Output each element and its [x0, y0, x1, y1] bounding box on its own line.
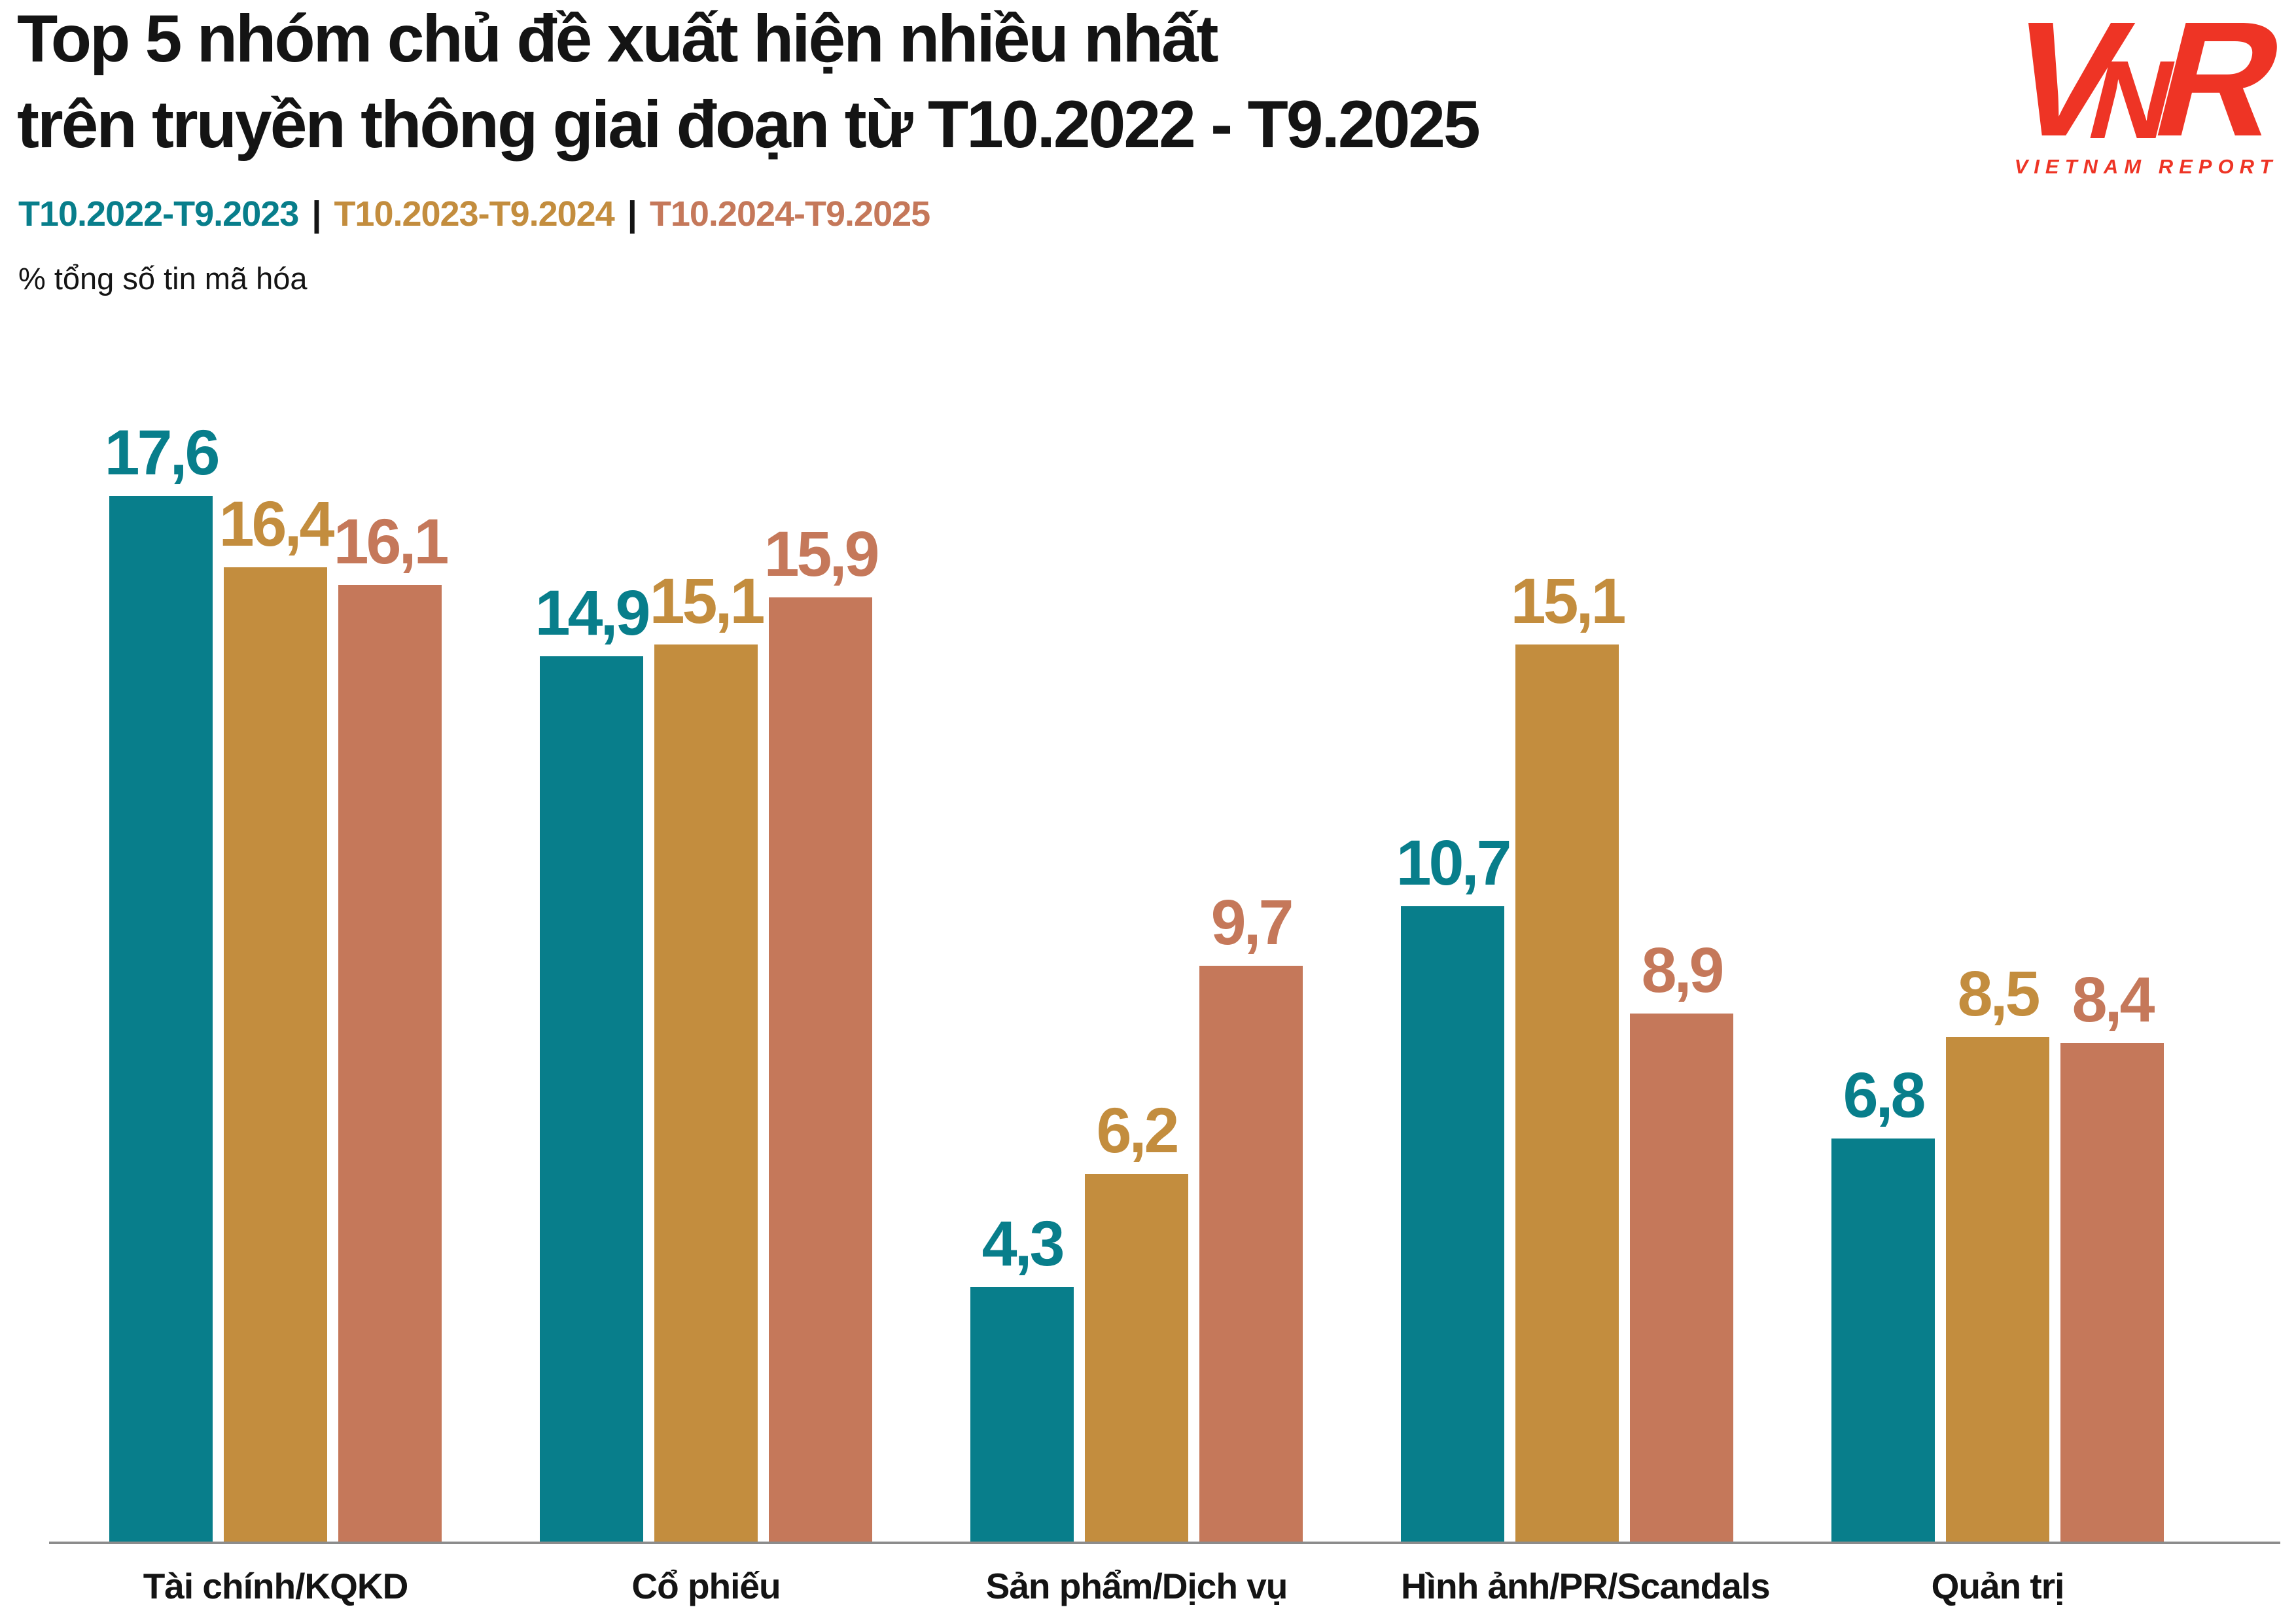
- bar: [1401, 906, 1504, 1543]
- bar: [1515, 644, 1619, 1543]
- bar: [1199, 966, 1303, 1543]
- category-label: Quản trị: [1931, 1566, 2065, 1606]
- bar-value-label: 15,1: [1510, 565, 1627, 637]
- bar-group: 10,7 15,1 8,9: [1396, 569, 1733, 1543]
- bar-value-label: 4,3: [981, 1208, 1065, 1279]
- bar-value-label: 15,9: [764, 518, 880, 590]
- x-axis-category-labels: Tài chính/KQKD Cổ phiếu Sản phẩm/Dịch vụ Hì…: [0, 1565, 2296, 1607]
- bar-with-label: 17,6: [105, 421, 220, 1543]
- category-label: Cổ phiếu: [631, 1566, 781, 1606]
- bar-with-label: 16,4: [219, 492, 334, 1543]
- category-label: Hình ảnh/PR/Scandals: [1401, 1566, 1771, 1606]
- bar: [769, 597, 872, 1543]
- bar-with-label: 9,7: [1199, 891, 1303, 1543]
- bar-value-label: 9,7: [1210, 887, 1294, 958]
- legend-item-period-3: T10.2024-T9.2025: [649, 194, 930, 234]
- bar-value-label: 16,4: [219, 488, 335, 559]
- bar: [1630, 1014, 1733, 1543]
- bar-group: 4,3 6,2 9,7: [970, 891, 1303, 1543]
- logo-subtext: VIETNAM REPORT: [2014, 155, 2278, 178]
- bar: [540, 656, 643, 1543]
- bar-with-label: 8,9: [1630, 938, 1733, 1543]
- bar-with-label: 4,3: [970, 1212, 1074, 1543]
- vnr-logo-icon: V N R: [1988, 0, 2296, 170]
- bar: [1831, 1139, 1935, 1543]
- bar-group: 14,9 15,1 15,9: [535, 522, 879, 1543]
- title-line-1: Top 5 nhóm chủ đề xuất hiện nhiều nhất: [17, 1, 1218, 76]
- bar-value-label: 15,1: [649, 565, 766, 637]
- bar: [654, 644, 758, 1543]
- bar-with-label: 15,9: [764, 522, 879, 1543]
- bar: [2060, 1043, 2164, 1543]
- chart-legend: T10.2022-T9.2023 | T10.2023-T9.2024 | T10.20…: [18, 194, 930, 234]
- bar: [338, 585, 442, 1543]
- bar-with-label: 8,4: [2060, 968, 2164, 1543]
- legend-item-period-2: T10.2023-T9.2024: [334, 194, 614, 234]
- page-title: Top 5 nhóm chủ đề xuất hiện nhiều nhất t…: [17, 0, 1481, 167]
- category-label: Sản phẩm/Dịch vụ: [985, 1566, 1288, 1606]
- category-label: Tài chính/KQKD: [143, 1566, 409, 1606]
- legend-item-period-1: T10.2022-T9.2023: [18, 194, 299, 234]
- bar-value-label: 10,7: [1396, 827, 1512, 898]
- bar-group: 17,6 16,4 16,1: [105, 421, 449, 1543]
- vietnam-report-logo: V N R VIETNAM REPORT: [1990, 0, 2296, 179]
- bar-with-label: 16,1: [334, 510, 449, 1543]
- bar-value-label: 17,6: [104, 417, 221, 488]
- bar-with-label: 6,2: [1085, 1099, 1188, 1543]
- bar-with-label: 15,1: [1511, 569, 1626, 1543]
- bar-value-label: 8,5: [1957, 958, 2041, 1029]
- bar-value-label: 8,9: [1641, 934, 1725, 1006]
- x-axis-line: [49, 1542, 2280, 1544]
- bar-value-label: 16,1: [333, 506, 450, 577]
- bar-group: 6,8 8,5 8,4: [1831, 962, 2164, 1543]
- bar-value-label: 8,4: [2072, 964, 2155, 1035]
- legend-separator: |: [627, 194, 637, 234]
- title-line-2: trên truyền thông giai đoạn từ T10.2022 …: [17, 86, 1481, 162]
- bar-with-label: 8,5: [1946, 962, 2049, 1543]
- bar-with-label: 6,8: [1831, 1063, 1935, 1543]
- bar: [224, 567, 327, 1543]
- bar-with-label: 15,1: [650, 569, 765, 1543]
- bar: [970, 1287, 1074, 1543]
- logo-letter-r: R: [2138, 0, 2296, 170]
- bar-with-label: 14,9: [535, 581, 650, 1543]
- bar-chart-plot-area: 17,6 16,4 16,1 14,9 15,1 15,9 4,3 6,2 9,7 10,7 15,…: [0, 365, 2296, 1543]
- bar: [109, 496, 213, 1543]
- bar-value-label: 14,9: [535, 577, 651, 648]
- bar-value-label: 6,2: [1096, 1095, 1180, 1166]
- legend-separator: |: [311, 194, 321, 234]
- bar: [1946, 1037, 2049, 1543]
- y-axis-unit-label: % tổng số tin mã hóa: [18, 261, 308, 296]
- bar-value-label: 6,8: [1843, 1059, 1926, 1131]
- bar: [1085, 1174, 1188, 1543]
- bar-with-label: 10,7: [1396, 831, 1511, 1543]
